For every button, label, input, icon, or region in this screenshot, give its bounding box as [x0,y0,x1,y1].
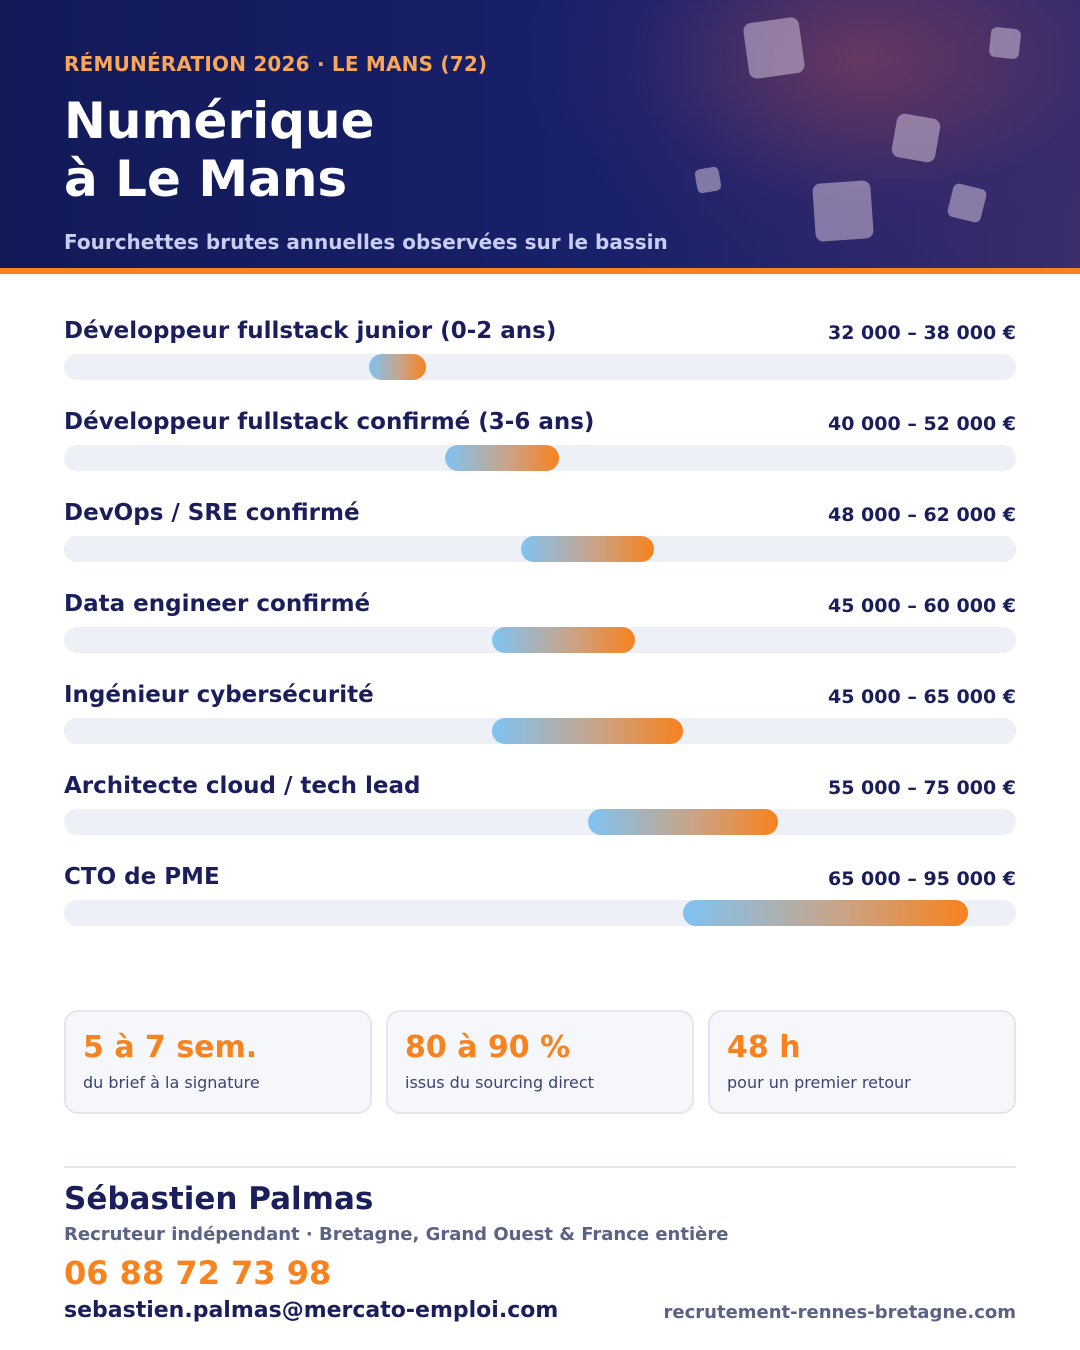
category-label: Data engineer confirmé [64,591,371,617]
stat-card: 5 à 7 sem. du brief à la signature [64,1010,372,1114]
decorative-square [988,26,1022,60]
range-label: 32 000 – 38 000 € [828,322,1016,344]
range-track [64,900,1016,926]
range-bar [492,627,636,653]
category-label: Développeur fullstack confirmé (3-6 ans) [64,409,595,435]
page-subtitle: Fourchettes brutes annuelles observées s… [64,230,668,254]
decorative-square [742,16,806,80]
category-label: CTO de PME [64,864,220,890]
range-track [64,627,1016,653]
range-track [64,718,1016,744]
range-label: 48 000 – 62 000 € [828,504,1016,526]
stat-label: pour un premier retour [727,1073,911,1092]
category-label: Ingénieur cybersécurité [64,682,374,708]
range-bar [444,445,560,471]
contact-name: Sébastien Palmas [64,1181,374,1217]
range-bar [587,809,778,835]
footer-divider [64,1166,1016,1168]
stat-label: issus du sourcing direct [405,1073,594,1092]
decorative-square [812,180,874,242]
range-bar [520,536,655,562]
chart-row: Architecte cloud / tech lead 55 000 – 75 … [64,765,1016,856]
chart-row: Développeur fullstack junior (0-2 ans) 32… [64,310,1016,401]
range-bar [682,900,969,926]
hero-header: RÉMUNÉRATION 2026 · LE MANS (72) Numériq… [0,0,1080,268]
decorative-square [890,112,942,164]
range-label: 55 000 – 75 000 € [828,777,1016,799]
category-label: Architecte cloud / tech lead [64,773,421,799]
stats-row: 5 à 7 sem. du brief à la signature 80 à … [64,1010,1016,1114]
decorative-square [946,182,988,224]
range-label: 45 000 – 65 000 € [828,686,1016,708]
chart-row: DevOps / SRE confirmé 48 000 – 62 000 € [64,492,1016,583]
stat-card: 48 h pour un premier retour [708,1010,1016,1114]
kicker-text: RÉMUNÉRATION 2026 · LE MANS (72) [64,52,488,76]
contact-role: Recruteur indépendant · Bretagne, Grand … [64,1224,729,1245]
range-label: 40 000 – 52 000 € [828,413,1016,435]
category-label: Développeur fullstack junior (0-2 ans) [64,318,557,344]
chart-row: Ingénieur cybersécurité 45 000 – 65 000 € [64,674,1016,765]
range-track [64,536,1016,562]
chart-row: Data engineer confirmé 45 000 – 60 000 € [64,583,1016,674]
range-label: 65 000 – 95 000 € [828,868,1016,890]
chart-row: Développeur fullstack confirmé (3-6 ans)… [64,401,1016,492]
range-track [64,809,1016,835]
range-label: 45 000 – 60 000 € [828,595,1016,617]
stat-value: 48 h [727,1030,801,1065]
salary-range-chart: Développeur fullstack junior (0-2 ans) 32… [64,310,1016,947]
range-bar [368,354,426,380]
website-link[interactable]: recrutement-rennes-bretagne.com [663,1302,1016,1323]
category-label: DevOps / SRE confirmé [64,500,360,526]
header-accent-bar [0,268,1080,274]
stat-label: du brief à la signature [83,1073,260,1092]
contact-phone-link[interactable]: 06 88 72 73 98 [64,1254,332,1292]
stat-value: 5 à 7 sem. [83,1030,258,1065]
contact-email-link[interactable]: sebastien.palmas@mercato-emploi.com [64,1298,559,1323]
page-title: Numérique à Le Mans [64,92,375,208]
decorative-square [694,166,722,194]
title-line-2: à Le Mans [64,150,348,208]
stat-card: 80 à 90 % issus du sourcing direct [386,1010,694,1114]
stat-value: 80 à 90 % [405,1030,571,1065]
range-track [64,445,1016,471]
chart-row: CTO de PME 65 000 – 95 000 € [64,856,1016,947]
range-track [64,354,1016,380]
title-line-1: Numérique [64,92,375,150]
range-bar [492,718,683,744]
